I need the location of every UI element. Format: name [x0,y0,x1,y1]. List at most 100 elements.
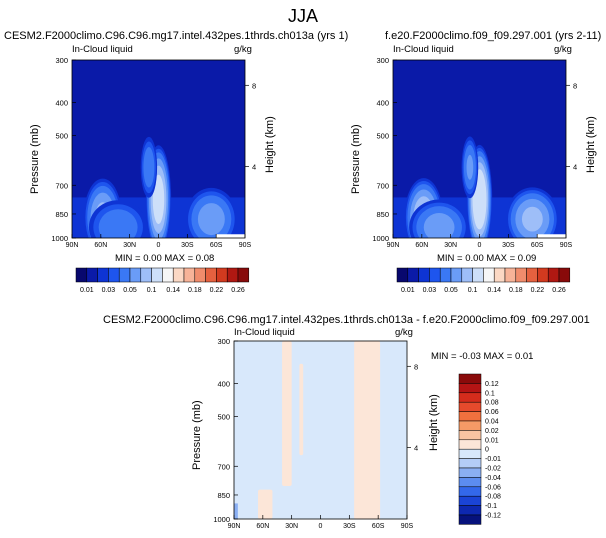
left-colorbar-swatch [118,267,131,283]
left-lat-tick-label: 90S [239,242,252,249]
diff-colorbar-swatch [458,430,482,441]
right-contour-blob [423,213,455,238]
diff-colorbar-swatch [458,477,482,488]
left-colorbar-label: 0.14 [166,287,180,294]
right-colorbar-swatch [418,267,430,283]
right-colorbar-swatch [439,267,452,283]
diff-colorbar-label: 0.1 [485,390,495,397]
right-colorbar-swatch [526,267,538,283]
diff-pressure-tick-label: 850 [217,491,230,500]
left-colorbar-swatch [205,267,217,283]
diff-colorbar-swatch [458,411,482,422]
left-units-label: g/kg [234,44,252,55]
left-pressure-tick-label: 400 [55,99,68,108]
diff-positive-region [354,341,381,519]
diff-panel-title: CESM2.F2000climo.C96.C96.mg17.intel.432p… [103,314,590,326]
left-colorbar-swatch [194,267,206,283]
left-height-tick-label: 8 [252,81,256,90]
diff-colorbar-swatch [458,448,482,459]
right-colorbar-label: 0.1 [468,287,478,294]
diff-positive-region [299,363,304,456]
right-lat-tick-label: 90N [387,242,400,249]
right-surface-mask [537,234,566,238]
left-colorbar-label: 0.01 [80,287,94,294]
left-colorbar-label: 0.22 [210,287,224,294]
left-colorbar-swatch [216,267,228,283]
diff-colorbar-swatch [458,383,482,394]
right-lat-tick-label: 90S [560,242,573,249]
left-contour-blob [152,174,165,224]
left-pressure-tick-label: 300 [55,56,68,65]
diff-colorbar-swatch [458,439,482,450]
left-colorbar-swatch [162,267,174,283]
diff-colorbar-swatch [458,486,482,497]
right-colorbar-label: 0.18 [509,287,523,294]
left-pressure-tick-label: 1000 [51,234,68,243]
left-colorbar-swatch [172,267,185,283]
diff-colorbar-swatch [458,495,482,506]
diff-colorbar-swatch [458,458,482,469]
diff-lat-tick-label: 0 [319,523,323,530]
diff-heatmap-field [234,341,407,519]
left-variable-label: In-Cloud liquid [72,44,133,55]
right-lat-tick-label: 0 [478,242,482,249]
left-colorbar-swatch [108,267,120,283]
left-heatmap-field [72,60,245,238]
right-colorbar-swatch [450,267,463,283]
diff-colorbar-label: -0.12 [485,513,501,520]
diff-colorbar-label: -0.04 [485,475,501,482]
right-colorbar-label: 0.01 [401,287,415,294]
right-colorbar-label: 0.26 [552,287,566,294]
diff-colorbar-label: 0.02 [485,428,499,435]
diff-colorbar-label: 0.01 [485,437,499,444]
left-contour-blob [197,203,225,236]
right-contour-blob [466,154,474,180]
diff-positive-region [258,489,273,519]
right-lat-tick-label: 60N [415,242,428,249]
left-pressure-tick-label: 700 [55,181,68,190]
right-colorbar-label: 0.05 [444,287,458,294]
left-pressure-tick-label: 500 [55,132,68,141]
right-pressure-tick-label: 850 [376,210,389,219]
left-stats: MIN = 0.00 MAX = 0.08 [115,253,215,264]
diff-colorbar-swatch [458,392,482,403]
left-colorbar-swatch [140,267,152,283]
left-lat-tick-label: 60S [210,242,223,249]
diff-colorbar-swatch [458,514,482,525]
right-colorbar-swatch [558,267,571,283]
right-pressure-tick-label: 500 [376,132,389,141]
diff-colorbar-swatch [458,373,482,384]
right-colorbar-swatch [515,267,527,283]
left-lat-tick-label: 90N [66,242,79,249]
left-height-tick-label: 4 [252,162,256,171]
left-panel-title: CESM2.F2000climo.C96.C96.mg17.intel.432p… [4,30,349,42]
right-height-tick-label: 4 [573,162,577,171]
left-colorbar-label: 0.1 [147,287,157,294]
left-contour-blob [98,209,138,238]
right-pressure-tick-label: 700 [376,181,389,190]
figure-title: JJA [287,6,318,26]
diff-colorbar-swatch [458,401,482,412]
diff-lat-tick-label: 30N [285,523,298,530]
right-lat-tick-label: 30N [444,242,457,249]
diff-units-label: g/kg [395,327,413,338]
left-colorbar-label: 0.18 [188,287,202,294]
diff-lat-tick-label: 90N [228,523,241,530]
diff-negative-region [234,503,238,519]
diff-colorbar-label: 0.12 [485,381,499,388]
left-colorbar-label: 0.05 [123,287,137,294]
right-lat-tick-label: 60S [531,242,544,249]
left-colorbar-swatch [75,267,88,283]
diff-colorbar-label: 0 [485,447,489,454]
right-lat-tick-label: 30S [502,242,515,249]
diff-pressure-tick-label: 1000 [213,515,230,524]
right-pressure-tick-label: 300 [376,56,389,65]
diff-colorbar-swatch [458,420,482,431]
right-height-tick-label: 8 [573,81,577,90]
diff-colorbar-label: -0.1 [485,503,497,510]
diff-pressure-tick-label: 400 [217,380,230,389]
diff-positive-region [282,341,292,487]
left-colorbar-label: 0.03 [102,287,116,294]
right-colorbar-swatch [537,267,549,283]
left-colorbar-swatch [129,267,142,283]
